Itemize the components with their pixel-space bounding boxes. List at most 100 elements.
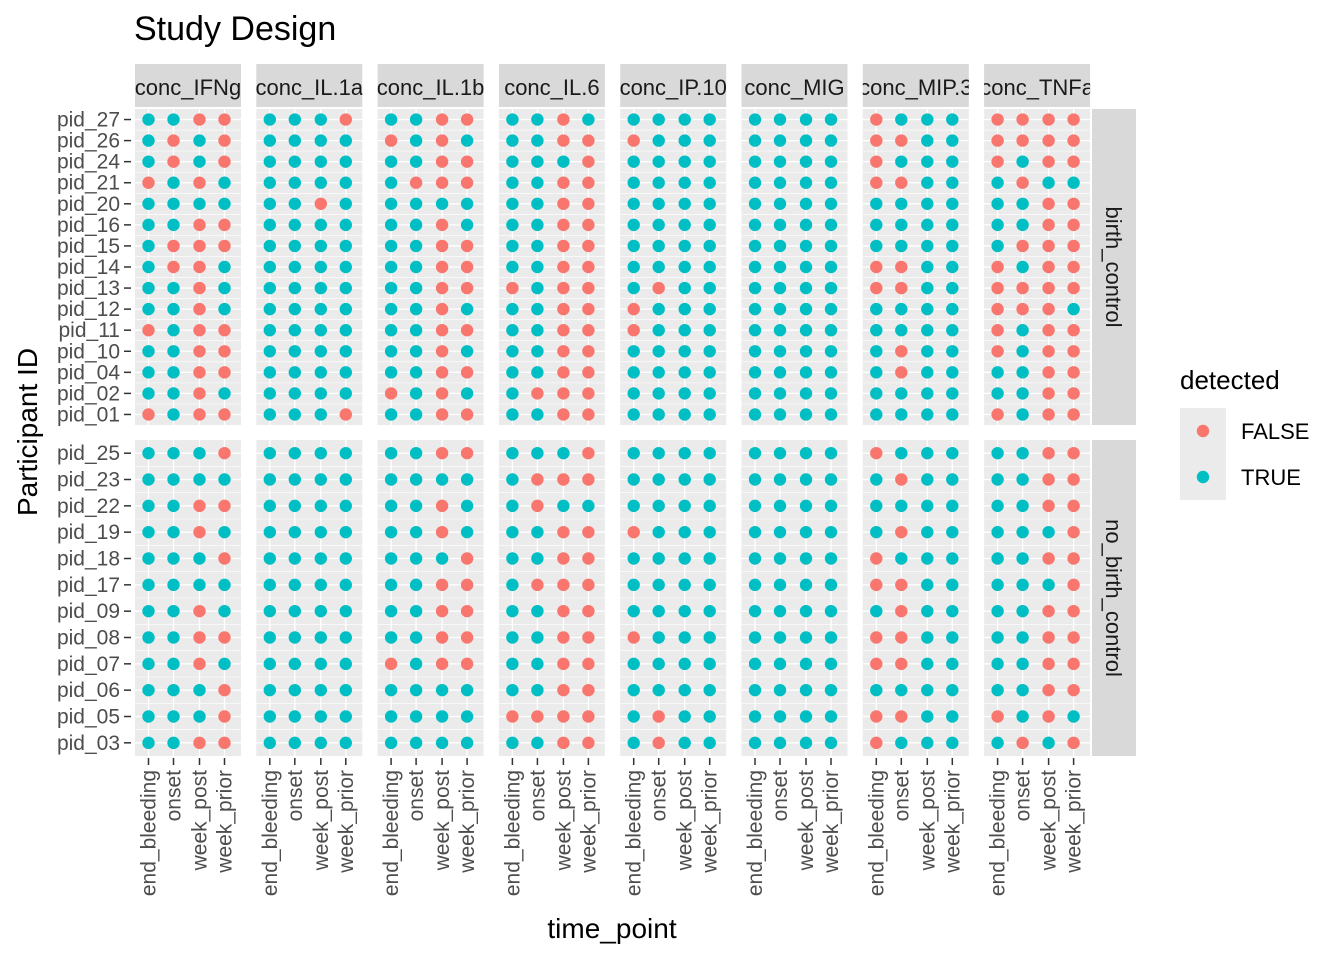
data-point	[288, 134, 301, 147]
data-point	[773, 499, 787, 513]
data-point	[218, 113, 231, 126]
data-point	[506, 197, 519, 210]
data-point	[460, 176, 474, 189]
data-point	[1042, 736, 1055, 750]
data-point	[652, 113, 665, 126]
data-point	[288, 578, 301, 592]
data-point	[1016, 176, 1029, 189]
data-point	[218, 525, 231, 539]
data-point	[627, 631, 640, 644]
data-point	[824, 657, 838, 671]
data-point	[288, 631, 301, 644]
data-point	[703, 683, 716, 697]
data-point	[1067, 710, 1080, 723]
x-tick-label: onset	[890, 770, 913, 822]
data-point	[409, 134, 423, 147]
facet-strip-column	[377, 64, 484, 107]
data-point	[409, 657, 423, 671]
x-tick-label: end_bleeding	[987, 770, 1010, 896]
data-point	[946, 281, 959, 295]
data-point	[773, 408, 787, 421]
data-point	[773, 176, 787, 189]
x-tick-label: onset	[405, 770, 428, 822]
data-point	[339, 578, 352, 592]
data-point	[339, 302, 352, 316]
data-point	[773, 446, 787, 460]
data-point	[652, 499, 665, 513]
data-point	[1067, 736, 1080, 750]
y-tick-label: pid_24	[57, 151, 120, 174]
data-point	[870, 113, 883, 126]
data-point	[460, 499, 474, 513]
data-point	[557, 176, 570, 189]
data-point	[870, 408, 883, 421]
y-tick-label: pid_23	[57, 469, 120, 492]
data-point	[557, 155, 570, 168]
data-point	[288, 408, 301, 421]
data-point	[799, 281, 813, 295]
data-point	[652, 657, 665, 671]
data-point	[799, 345, 813, 358]
data-point	[218, 473, 231, 486]
data-point	[193, 218, 206, 232]
data-point	[384, 552, 398, 565]
data-point	[678, 366, 691, 379]
facet-strip-column	[256, 64, 363, 107]
data-point	[1042, 683, 1055, 697]
data-point	[652, 683, 665, 697]
data-point	[531, 710, 544, 723]
data-point	[748, 218, 762, 232]
data-point	[193, 631, 206, 644]
data-point	[824, 499, 838, 513]
data-point	[748, 197, 762, 210]
data-point	[991, 197, 1004, 210]
data-point	[167, 631, 180, 644]
data-point	[1042, 134, 1055, 147]
data-point	[506, 657, 519, 671]
data-point	[314, 657, 327, 671]
data-point	[870, 176, 883, 189]
facet-row-strips: birth_control no_birth_control	[1092, 109, 1136, 756]
data-point	[991, 302, 1004, 316]
facet-strip-column	[862, 64, 969, 107]
data-point	[946, 387, 959, 400]
data-point	[1067, 260, 1080, 274]
data-point	[1042, 239, 1055, 253]
data-point	[895, 499, 908, 513]
data-point	[627, 176, 640, 189]
data-point	[1042, 604, 1055, 618]
data-point	[582, 578, 595, 592]
legend-title: detected	[1180, 365, 1280, 395]
data-point	[506, 499, 519, 513]
data-point	[1016, 408, 1029, 421]
data-point	[460, 525, 474, 539]
data-point	[824, 302, 838, 316]
data-point	[218, 387, 231, 400]
data-point	[678, 525, 691, 539]
data-point	[193, 239, 206, 253]
data-point	[870, 710, 883, 723]
data-point	[506, 736, 519, 750]
data-point	[1067, 631, 1080, 644]
y-tick-label: pid_13	[57, 277, 120, 300]
data-point	[824, 197, 838, 210]
data-point	[703, 345, 716, 358]
data-point	[435, 345, 449, 358]
data-point	[142, 281, 155, 295]
y-tick-label: pid_16	[57, 214, 120, 237]
data-point	[799, 113, 813, 126]
data-point	[627, 239, 640, 253]
data-point	[921, 408, 934, 421]
data-point	[627, 155, 640, 168]
data-point	[946, 736, 959, 750]
data-point	[288, 473, 301, 486]
data-point	[314, 113, 327, 126]
data-point	[1067, 197, 1080, 210]
data-point	[652, 578, 665, 592]
data-point	[193, 578, 206, 592]
y-tick-label: pid_02	[57, 382, 120, 405]
data-point	[384, 239, 398, 253]
data-point	[314, 552, 327, 565]
data-point	[167, 239, 180, 253]
data-point	[314, 324, 327, 337]
